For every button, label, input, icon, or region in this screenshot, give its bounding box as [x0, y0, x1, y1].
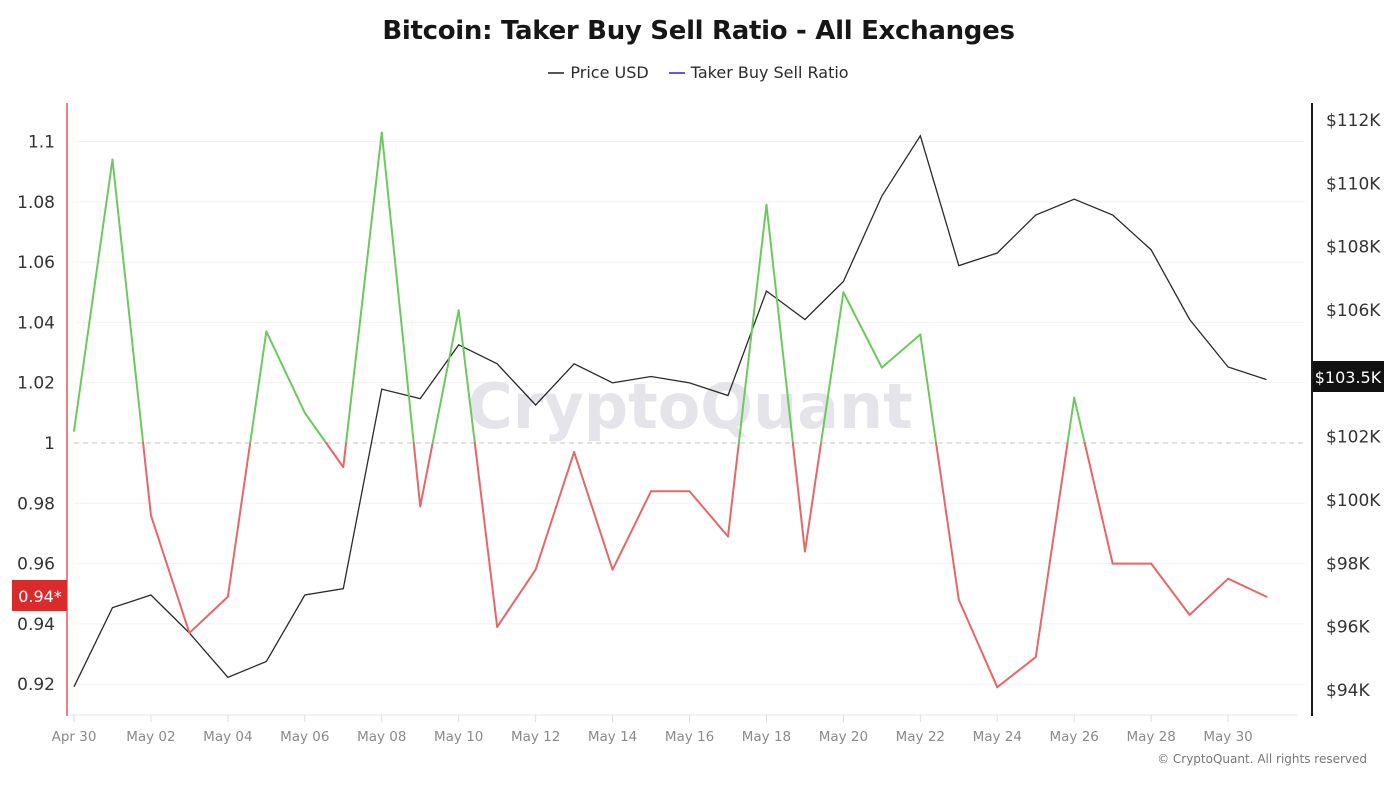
svg-text:May 18: May 18: [742, 729, 791, 745]
svg-text:May 22: May 22: [896, 729, 945, 745]
svg-text:$102K: $102K: [1326, 428, 1381, 448]
svg-text:$108K: $108K: [1326, 238, 1381, 258]
copyright-notice: © CryptoQuant. All rights reserved: [1157, 752, 1367, 766]
legend-item-ratio[interactable]: Taker Buy Sell Ratio: [668, 63, 849, 82]
svg-text:0.94: 0.94: [17, 615, 55, 635]
svg-text:$112K: $112K: [1326, 111, 1381, 131]
legend-ratio-swatch-icon: [668, 71, 685, 74]
legend-ratio-label: Taker Buy Sell Ratio: [690, 63, 849, 82]
legend: Price USD Taker Buy Sell Ratio: [0, 63, 1397, 82]
svg-text:1.1: 1.1: [28, 133, 55, 153]
svg-text:May 02: May 02: [126, 729, 175, 745]
svg-text:May 16: May 16: [665, 729, 714, 745]
current-ratio-badge: 0.94*: [12, 580, 67, 611]
svg-text:0.92: 0.92: [17, 675, 55, 695]
svg-text:$103.5K: $103.5K: [1315, 368, 1382, 387]
grid-lines: [74, 141, 1305, 685]
legend-price-swatch-icon: [548, 71, 565, 74]
svg-text:May 12: May 12: [511, 729, 560, 745]
taker-ratio-line[interactable]: [73, 131, 1268, 689]
svg-text:$106K: $106K: [1326, 301, 1381, 321]
svg-text:May 08: May 08: [357, 729, 406, 745]
svg-text:May 06: May 06: [280, 729, 329, 745]
svg-text:1: 1: [44, 434, 55, 454]
price-usd-line[interactable]: [73, 134, 1267, 688]
svg-text:Apr 30: Apr 30: [52, 729, 97, 745]
svg-text:May 28: May 28: [1126, 729, 1175, 745]
x-axis: Apr 30 May 02 May 04 May 06 May 08 May 10 May …: [52, 714, 1297, 745]
svg-text:May 04: May 04: [203, 729, 252, 745]
current-price-badge: $103.5K: [1313, 361, 1384, 392]
chart-title: Bitcoin: Taker Buy Sell Ratio - All Exch…: [382, 16, 1015, 46]
svg-text:1.02: 1.02: [17, 374, 55, 394]
svg-text:0.94*: 0.94*: [18, 587, 62, 606]
svg-text:$110K: $110K: [1326, 174, 1381, 194]
svg-text:1.04: 1.04: [17, 313, 55, 333]
watermark: CryptoQuant: [467, 370, 913, 443]
svg-text:$96K: $96K: [1326, 618, 1370, 638]
right-y-axis: $94K$96K$98K$100K$102K$104K$106K$108K$11…: [1311, 103, 1381, 716]
svg-text:May 30: May 30: [1203, 729, 1252, 745]
legend-price-label: Price USD: [570, 63, 649, 82]
svg-text:0.98: 0.98: [17, 494, 55, 514]
legend-item-price[interactable]: Price USD: [548, 63, 649, 82]
svg-text:May 24: May 24: [973, 729, 1022, 745]
svg-text:May 10: May 10: [434, 729, 483, 745]
svg-text:May 26: May 26: [1050, 729, 1099, 745]
svg-text:May 14: May 14: [588, 729, 637, 745]
svg-text:$94K: $94K: [1326, 681, 1370, 701]
svg-text:$100K: $100K: [1326, 491, 1381, 511]
axis-value-badges: 0.94* $103.5K: [12, 361, 1384, 611]
svg-text:May 20: May 20: [819, 729, 868, 745]
svg-text:$98K: $98K: [1326, 554, 1370, 574]
svg-text:0.96: 0.96: [17, 555, 55, 575]
svg-text:1.06: 1.06: [17, 253, 55, 273]
svg-text:1.08: 1.08: [17, 193, 55, 213]
left-y-axis: 0.92 0.94 0.96 0.98 1 1.02 1.04 1.06 1.08 1.1: [17, 103, 68, 716]
